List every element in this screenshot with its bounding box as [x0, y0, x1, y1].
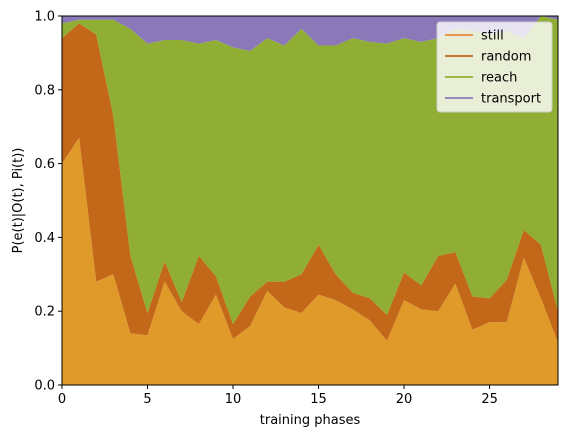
y-tick-label: 0.2: [34, 305, 55, 320]
y-tick-label: 1.0: [34, 10, 55, 25]
area-reach: [62, 16, 558, 325]
area-random: [62, 23, 558, 343]
area-transport: [62, 16, 558, 52]
legend-label-random: random: [481, 50, 531, 65]
legend-box: [436, 21, 553, 113]
y-tick-label: 0.8: [34, 83, 55, 98]
y-axis-ticks: 0.0 0.2 0.4 0.6 0.8 1.0: [34, 10, 62, 394]
x-tick-label: 15: [310, 392, 327, 407]
legend-label-reach: reach: [481, 71, 517, 86]
x-axis-label: training phases: [260, 413, 361, 428]
x-tick-label: 0: [58, 392, 66, 407]
x-tick-label: 5: [143, 392, 151, 407]
x-axis-ticks: 0 5 10 15 20 25: [58, 385, 498, 407]
legend-label-still: still: [481, 29, 504, 44]
legend-label-transport: transport: [481, 92, 541, 107]
legend: still random reach transport: [436, 21, 553, 113]
area-series-group: [62, 16, 558, 385]
y-tick-label: 0.6: [34, 157, 55, 172]
area-still: [62, 137, 558, 385]
y-axis-label: P(e(t)|O(t), Pi(t)): [11, 148, 26, 254]
plot-frame: [61, 15, 559, 386]
x-tick-label: 20: [396, 392, 413, 407]
y-tick-label: 0.4: [34, 231, 55, 246]
y-tick-label: 0.0: [34, 379, 55, 394]
x-tick-label: 25: [481, 392, 498, 407]
x-tick-label: 10: [225, 392, 242, 407]
